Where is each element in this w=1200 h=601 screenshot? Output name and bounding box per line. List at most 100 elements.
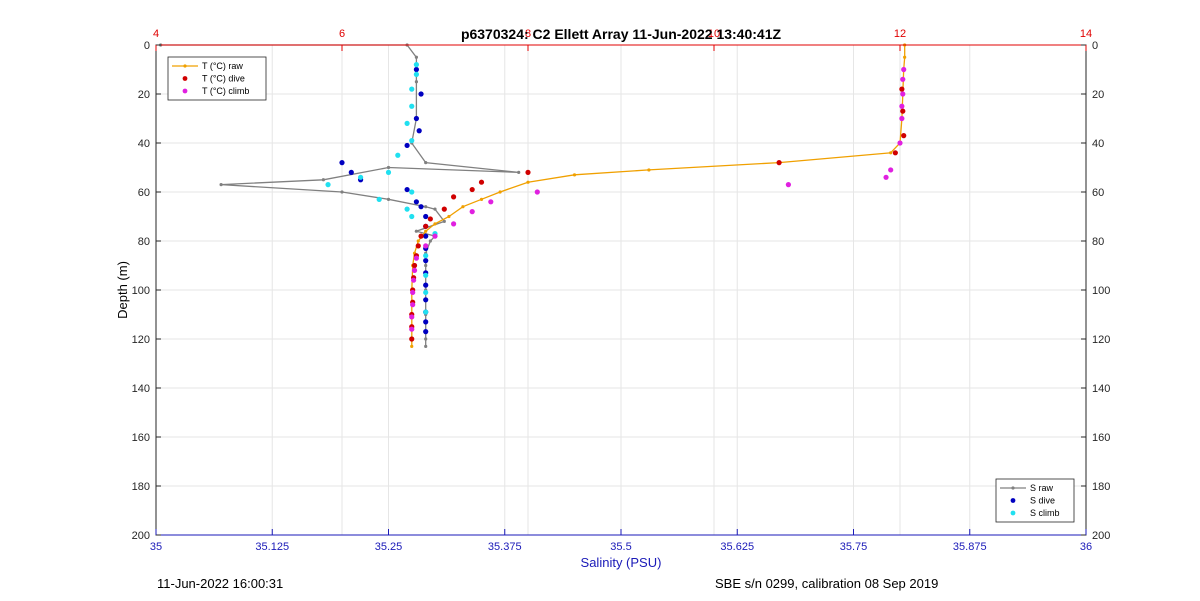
s-climb-point: [404, 120, 410, 126]
s-dive-point: [404, 186, 410, 193]
s-climb-point: [325, 182, 331, 188]
legend-swatch-marker: [183, 64, 187, 68]
legend-label: S climb: [1030, 508, 1060, 518]
s-raw-point: [386, 165, 391, 170]
y-tick-label-left: 100: [132, 285, 150, 297]
t-c-raw-point: [410, 344, 414, 348]
t-c-climb-point: [900, 76, 906, 82]
s-dive-point: [418, 91, 424, 97]
s-dive-point: [423, 213, 429, 220]
salinity-tick-label: 35: [150, 541, 162, 553]
series-layer: [159, 43, 907, 348]
t-c-climb-point: [409, 314, 415, 320]
t-c-climb-point: [888, 167, 894, 173]
grid-lines: [155, 44, 1087, 536]
t-c-climb-point: [534, 189, 540, 195]
y-tick-label-right: 60: [1092, 187, 1104, 199]
s-climb-point: [409, 103, 415, 109]
legend-label: T (°C) climb: [202, 86, 249, 96]
s-raw-point: [424, 161, 428, 165]
legend-swatch-marker: [1010, 510, 1016, 516]
t-c-raw-point: [903, 55, 907, 59]
s-climb-point: [385, 169, 392, 175]
s-dive-point: [423, 258, 429, 264]
y-tick-label-right: 120: [1092, 334, 1110, 346]
t-c-dive-point: [409, 336, 415, 342]
legend-swatch-marker: [1011, 486, 1015, 490]
t-c-raw-point: [889, 151, 893, 155]
t-c-dive-point: [418, 233, 424, 239]
series-t-c-dive: [409, 86, 907, 342]
t-c-climb-point: [451, 221, 457, 227]
temperature-tick-label: 14: [1080, 28, 1092, 40]
t-c-raw-point: [433, 222, 437, 226]
s-climb-point: [423, 309, 429, 315]
temperature-tick-label: 4: [153, 28, 159, 40]
t-c-dive-point: [901, 133, 907, 139]
s-climb-point: [395, 152, 401, 158]
s-raw-point: [433, 207, 437, 211]
t-c-climb-point: [411, 267, 418, 273]
temperature-tick-label: 8: [525, 28, 531, 40]
legend-label: T (°C) dive: [202, 74, 245, 84]
footer-calibration: SBE s/n 0299, calibration 08 Sep 2019: [715, 576, 939, 591]
s-dive-point: [404, 142, 410, 149]
s-climb-point: [376, 196, 382, 202]
t-c-raw-line: [411, 45, 906, 347]
y-tick-label-right: 200: [1092, 530, 1110, 542]
s-climb-point: [409, 137, 415, 144]
s-raw-point: [424, 263, 428, 268]
t-c-raw-point: [416, 239, 420, 243]
y-axis-label: Depth (m): [115, 261, 130, 319]
s-climb-point: [423, 253, 429, 259]
t-c-climb-point: [488, 199, 494, 205]
salinity-tick-label: 35.75: [840, 541, 868, 553]
t-c-climb-point: [785, 182, 792, 188]
t-c-dive-point: [469, 186, 475, 193]
s-dive-point: [418, 204, 424, 210]
t-c-raw-point: [498, 190, 502, 194]
t-c-climb-point: [900, 91, 906, 97]
salinity-tick-label: 35.5: [610, 541, 631, 553]
y-tick-label-left: 200: [132, 530, 150, 542]
s-dive-point: [348, 169, 354, 175]
t-c-climb-point: [411, 277, 417, 283]
y-tick-label-left: 140: [132, 383, 150, 395]
salinity-tick-label: 36: [1080, 541, 1092, 553]
t-c-climb-point: [413, 255, 419, 261]
s-raw-point: [414, 80, 418, 84]
legend-swatch-marker: [1010, 498, 1016, 503]
chart-title: p6370324: C2 Ellett Array 11-Jun-2022 13…: [461, 26, 782, 42]
y-tick-label-left: 40: [138, 138, 150, 150]
s-raw-point: [517, 170, 521, 174]
salinity-tick-label: 35.875: [953, 541, 987, 553]
legend-salinity: S raw S dive S climb: [995, 478, 1075, 523]
t-c-dive-point: [525, 169, 531, 175]
t-c-dive-point: [478, 179, 485, 185]
s-dive-point: [413, 199, 419, 205]
t-c-dive-point: [427, 216, 433, 222]
s-dive-point: [416, 128, 422, 134]
t-c-climb-point: [883, 174, 889, 180]
footer-timestamp: 11-Jun-2022 16:00:31: [157, 576, 284, 591]
s-dive-point: [423, 233, 429, 239]
legend-swatch-marker: [182, 88, 188, 94]
s-raw-point: [424, 337, 428, 341]
s-dive-point: [413, 115, 419, 122]
s-dive-point: [423, 297, 429, 303]
t-c-climb-point: [409, 326, 415, 332]
salinity-tick-label: 35.375: [488, 541, 522, 553]
y-tick-label-right: 0: [1092, 40, 1098, 52]
y-tick-label-right: 20: [1092, 89, 1104, 101]
s-dive-point: [339, 160, 345, 166]
s-dive-point: [423, 329, 429, 335]
s-raw-point: [386, 197, 391, 201]
s-climb-point: [423, 272, 429, 278]
y-tick-label-left: 20: [138, 89, 150, 101]
t-c-dive-point: [441, 206, 447, 212]
t-c-climb-point: [899, 115, 905, 122]
y-tick-label-right: 140: [1092, 383, 1110, 395]
t-c-dive-point: [423, 223, 429, 229]
y-tick-label-left: 80: [138, 236, 150, 248]
